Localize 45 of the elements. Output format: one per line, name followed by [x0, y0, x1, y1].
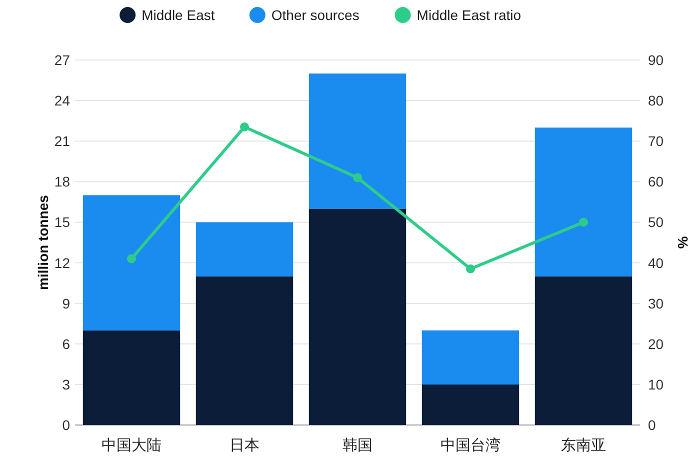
point — [127, 254, 136, 264]
point — [353, 173, 362, 182]
legend-label: Middle East — [142, 7, 215, 23]
y-tick-label: 12 — [54, 254, 70, 271]
bar — [308, 208, 406, 425]
x-tick-label: 中国大陆 — [102, 437, 162, 454]
bar — [422, 330, 520, 384]
x-tick-label: 东南亚 — [561, 437, 606, 454]
y-tick-label: 15 — [54, 214, 70, 230]
legend-label: Other sources — [271, 7, 360, 23]
point — [466, 264, 475, 274]
y-tick-label: 21 — [54, 133, 70, 150]
y-tick-label: 6 — [62, 336, 70, 352]
y2-tick-label: 90 — [648, 52, 664, 68]
bar — [196, 222, 294, 276]
y-tick-label: 18 — [54, 174, 70, 190]
y-tick-label: 9 — [62, 295, 70, 312]
bar — [422, 384, 520, 425]
x-tick-label: 日本 — [230, 437, 260, 454]
bar — [82, 195, 180, 330]
point — [579, 218, 588, 227]
y-tick-label: 3 — [62, 376, 70, 392]
bar — [534, 276, 632, 425]
point — [240, 122, 249, 132]
y2-axis-title: % — [675, 236, 691, 250]
y-tick-label: 0 — [62, 417, 70, 433]
x-tick-label: 中国台湾 — [440, 437, 500, 454]
legend-label: Middle East ratio — [416, 7, 522, 23]
x-tick-label: 韩国 — [342, 437, 372, 454]
y2-tick-label: 40 — [648, 254, 664, 271]
y2-tick-label: 70 — [648, 133, 664, 150]
y2-tick-label: 80 — [648, 92, 664, 109]
bar — [82, 330, 180, 425]
y2-tick-label: 20 — [648, 336, 664, 352]
y-axis-title: million tonnes — [35, 194, 51, 290]
bar — [534, 128, 632, 276]
y2-tick-label: 50 — [648, 214, 664, 230]
y2-tick-label: 10 — [648, 376, 664, 392]
y2-tick-label: 60 — [648, 174, 664, 190]
y-tick-label: 27 — [54, 52, 70, 68]
y-tick-label: 24 — [54, 92, 70, 109]
bar — [196, 276, 294, 425]
y2-tick-label: 30 — [648, 295, 664, 312]
y2-tick-label: 0 — [648, 417, 656, 433]
bar — [308, 74, 406, 209]
